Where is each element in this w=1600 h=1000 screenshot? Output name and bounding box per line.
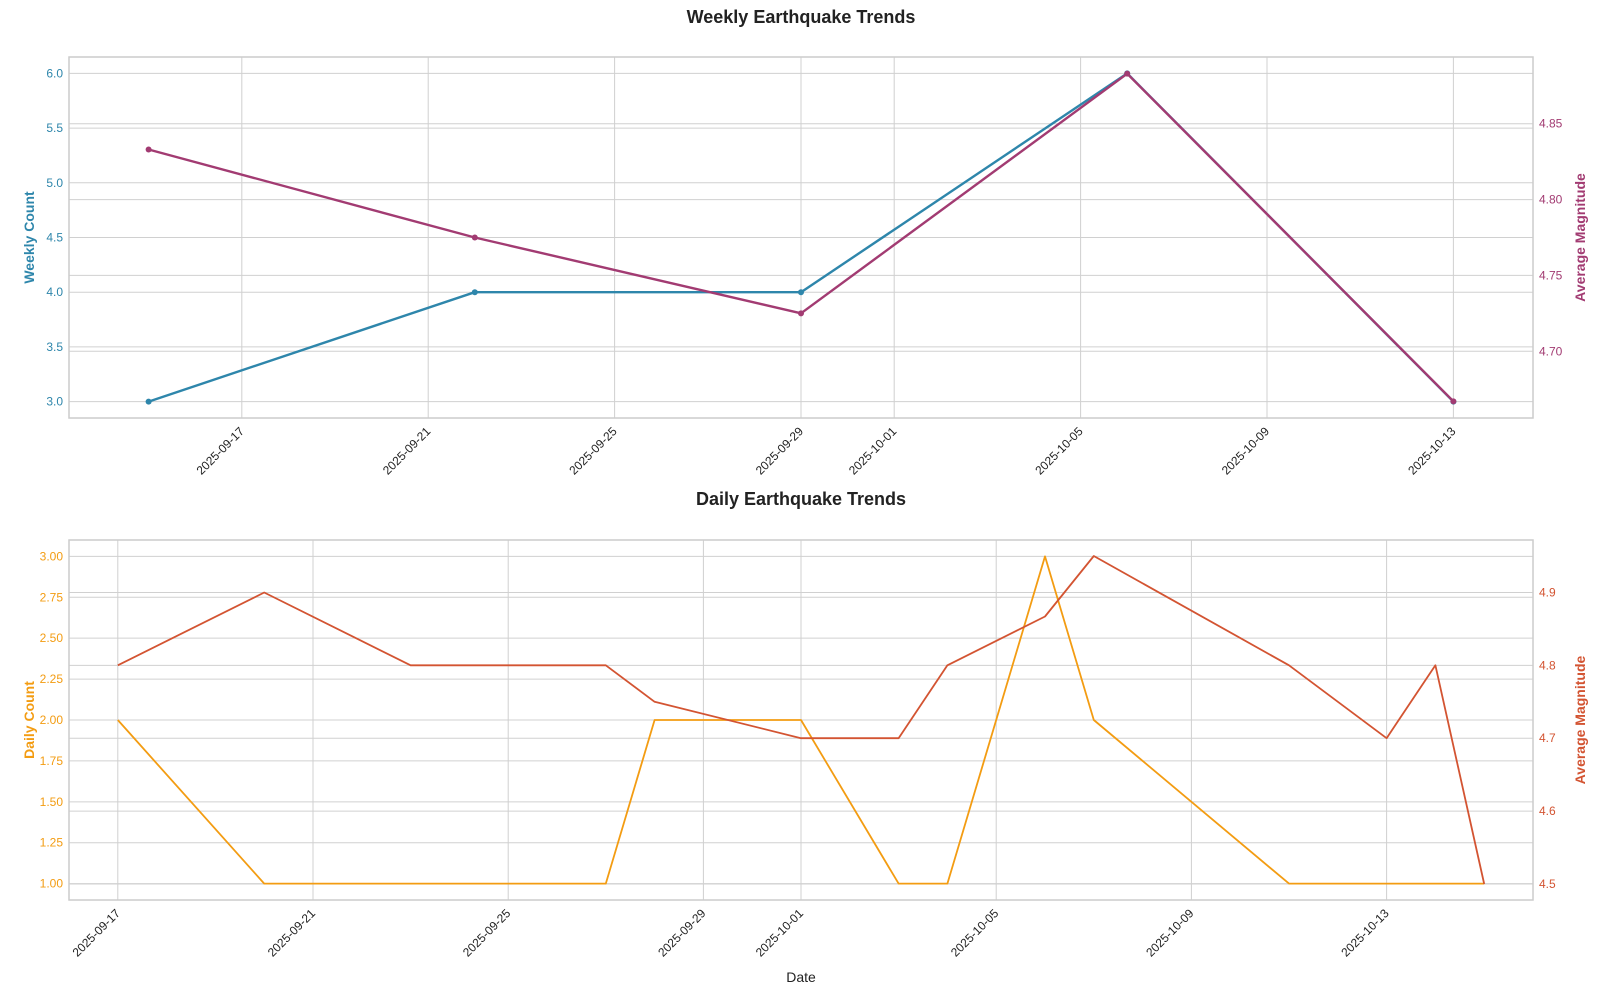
x-tick-label: 2025-09-21 xyxy=(265,906,319,960)
x-tick-label: 2025-09-25 xyxy=(566,424,620,478)
y-tick-label-right: 4.6 xyxy=(1539,804,1556,818)
y-tick-label-left: 5.5 xyxy=(46,121,63,135)
y-tick-label-left: 1.00 xyxy=(40,877,64,891)
y-tick-label-left: 1.50 xyxy=(40,795,64,809)
chart-title: Weekly Earthquake Trends xyxy=(687,7,916,27)
data-point-left xyxy=(471,289,478,296)
y-axis-label-left: Daily Count xyxy=(21,681,37,759)
x-tick-label: 2025-10-09 xyxy=(1219,424,1273,478)
plot-frame xyxy=(68,539,1534,901)
y-tick-label-left: 6.0 xyxy=(46,66,63,80)
y-tick-label-left: 1.75 xyxy=(40,754,64,768)
y-tick-label-left: 3.0 xyxy=(46,395,63,409)
x-tick-label: 2025-10-01 xyxy=(753,906,807,960)
data-point-right xyxy=(145,146,152,153)
y-tick-label-left: 3.00 xyxy=(40,549,64,563)
y-tick-label-left: 5.0 xyxy=(46,176,63,190)
chart-title: Daily Earthquake Trends xyxy=(696,489,906,509)
data-point-left xyxy=(798,289,804,296)
y-tick-label-right: 4.7 xyxy=(1539,731,1556,745)
y-tick-label-left: 2.00 xyxy=(40,713,64,727)
data-point-right xyxy=(1124,70,1131,77)
x-tick-label: 2025-09-25 xyxy=(460,906,514,960)
y-tick-label-right: 4.70 xyxy=(1539,344,1563,358)
y-tick-label-left: 1.25 xyxy=(40,836,64,850)
x-tick-label: 2025-10-13 xyxy=(1338,906,1392,960)
x-tick-label: 2025-10-09 xyxy=(1143,906,1197,960)
series-line-right xyxy=(117,555,1486,885)
data-point-right xyxy=(471,234,478,241)
y-axis-label-right: Average Magnitude xyxy=(1572,655,1588,784)
chart-panel-2: Daily Earthquake Trends 2025-09-17 2025-09… xyxy=(21,489,1588,985)
y-axis-label-left: Weekly Count xyxy=(21,191,37,284)
x-tick-label: 2025-09-17 xyxy=(194,424,248,478)
y-tick-label-right: 4.8 xyxy=(1539,658,1556,672)
plot-frame xyxy=(68,56,1534,419)
y-tick-label-left: 2.75 xyxy=(40,590,64,604)
x-tick-label: 2025-09-29 xyxy=(753,424,807,478)
y-tick-label-right: 4.75 xyxy=(1539,268,1563,282)
y-tick-label-left: 2.50 xyxy=(40,631,64,645)
y-tick-label-right: 4.5 xyxy=(1539,877,1556,891)
y-tick-label-right: 4.9 xyxy=(1539,585,1556,599)
data-point-left xyxy=(145,398,152,405)
x-axis-label: Date xyxy=(786,969,816,985)
y-tick-label-left: 4.0 xyxy=(46,285,63,299)
chart-panel-1: Weekly Earthquake Trends 2025-09-17 2025-0… xyxy=(21,7,1588,478)
y-tick-label-left: 3.5 xyxy=(46,340,63,354)
y-axis-label-right: Average Magnitude xyxy=(1572,173,1588,302)
data-point-right xyxy=(1450,398,1457,405)
y-tick-label-left: 2.25 xyxy=(40,672,64,686)
data-point-right xyxy=(798,310,804,317)
x-tick-label: 2025-09-17 xyxy=(70,906,124,960)
series-line-left xyxy=(117,555,1485,885)
y-tick-label-right: 4.80 xyxy=(1539,193,1563,207)
x-tick-label: 2025-10-01 xyxy=(846,424,900,478)
x-tick-label: 2025-09-29 xyxy=(655,906,709,960)
x-tick-label: 2025-09-21 xyxy=(380,424,434,478)
y-tick-label-left: 4.5 xyxy=(46,231,63,245)
y-tick-label-right: 4.85 xyxy=(1539,117,1563,131)
x-tick-label: 2025-10-05 xyxy=(1032,424,1086,478)
x-tick-label: 2025-10-05 xyxy=(948,906,1002,960)
x-tick-label: 2025-10-13 xyxy=(1405,424,1459,478)
